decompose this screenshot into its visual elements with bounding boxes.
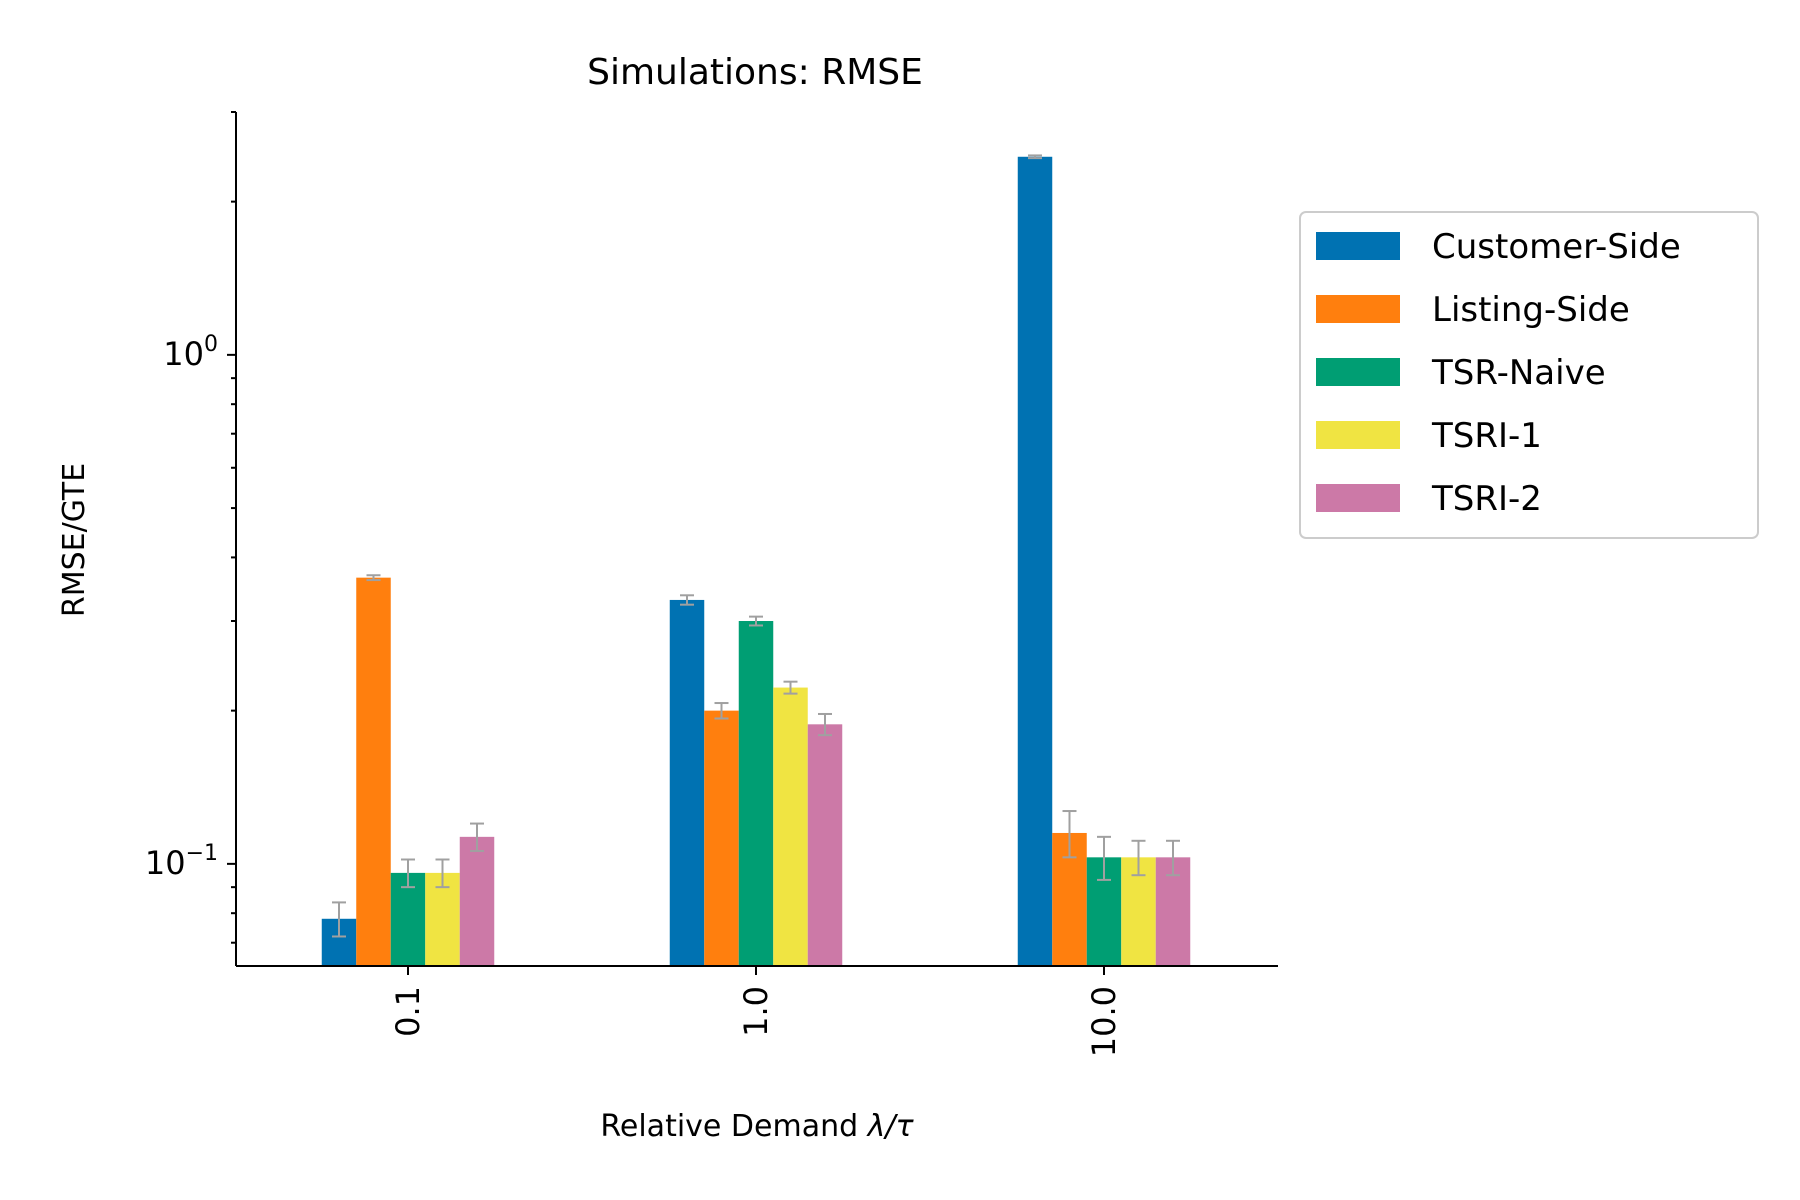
- bars: [321, 156, 1191, 967]
- error-bar: [435, 858, 450, 889]
- bar-tsr-naive-1.0: [738, 621, 774, 966]
- x-axis: 0.1 1.0 10.0: [389, 966, 1123, 1057]
- error-bar: [470, 822, 484, 852]
- y-tick-label: 100: [163, 332, 218, 373]
- chart-title: Simulations: RMSE: [587, 52, 923, 93]
- error-bar: [818, 712, 832, 737]
- y-tick-label: 10−1: [145, 841, 218, 882]
- error-bar: [714, 702, 729, 720]
- legend-item: TSR-Naive: [1316, 353, 1606, 393]
- bar-tsri-1-0.1: [425, 872, 460, 966]
- error-bar: [1131, 839, 1146, 877]
- legend-label: TSR-Naive: [1431, 353, 1606, 393]
- error-bar: [783, 680, 798, 695]
- x-axis-label: Relative Demand λ/τ: [600, 1109, 914, 1144]
- legend-label: TSRI-2: [1431, 479, 1542, 519]
- legend-frame: [1299, 211, 1759, 539]
- legend-item: Listing-Side: [1316, 290, 1630, 330]
- error-bar: [1097, 835, 1111, 881]
- legend-swatch: [1316, 295, 1400, 323]
- error-bar: [332, 901, 346, 938]
- bar-tsri-2-0.1: [459, 836, 495, 966]
- legend-item: TSRI-1: [1316, 416, 1542, 456]
- x-axis-label-text: Relative Demand: [600, 1109, 867, 1144]
- error-bar: [1028, 154, 1042, 160]
- error-bars: [332, 154, 1180, 938]
- legend-item: Customer-Side: [1316, 227, 1681, 267]
- bar-listing-side-0.1: [356, 577, 391, 966]
- error-bar: [1166, 839, 1180, 877]
- legend: Customer-Side Listing-Side TSR-Naive TSRI-1…: [1299, 211, 1759, 539]
- bar-tsri-1-1.0: [773, 687, 808, 966]
- legend-swatch: [1316, 421, 1400, 449]
- legend-swatch: [1316, 232, 1400, 260]
- x-tick-label: 10.0: [1085, 986, 1123, 1057]
- bar-customer-side-1.0: [669, 599, 705, 966]
- error-bar: [749, 615, 763, 627]
- legend-label: Listing-Side: [1432, 290, 1630, 330]
- x-axis-label-math: λ/τ: [866, 1109, 915, 1144]
- legend-item: TSRI-2: [1316, 479, 1542, 519]
- error-bar: [366, 574, 381, 582]
- error-bar: [401, 858, 415, 889]
- y-tick-exponent: −1: [186, 841, 218, 866]
- y-tick-base: 10: [163, 335, 204, 373]
- error-bar: [680, 594, 694, 606]
- bar-tsri-2-1.0: [807, 724, 843, 966]
- error-bar: [1062, 810, 1077, 859]
- y-tick-base: 10: [145, 844, 186, 882]
- legend-swatch: [1316, 358, 1400, 386]
- bar-tsr-naive-0.1: [390, 872, 426, 966]
- legend-swatch: [1316, 484, 1400, 512]
- x-tick-label: 0.1: [389, 986, 427, 1037]
- bar-listing-side-1.0: [704, 710, 739, 966]
- x-tick-label: 1.0: [737, 986, 775, 1037]
- y-tick-exponent: 0: [204, 332, 218, 357]
- y-axis-label: RMSE/GTE: [57, 463, 92, 617]
- legend-label: Customer-Side: [1432, 227, 1681, 267]
- legend-label: TSRI-1: [1431, 416, 1542, 456]
- bar-customer-side-10.0: [1017, 156, 1053, 967]
